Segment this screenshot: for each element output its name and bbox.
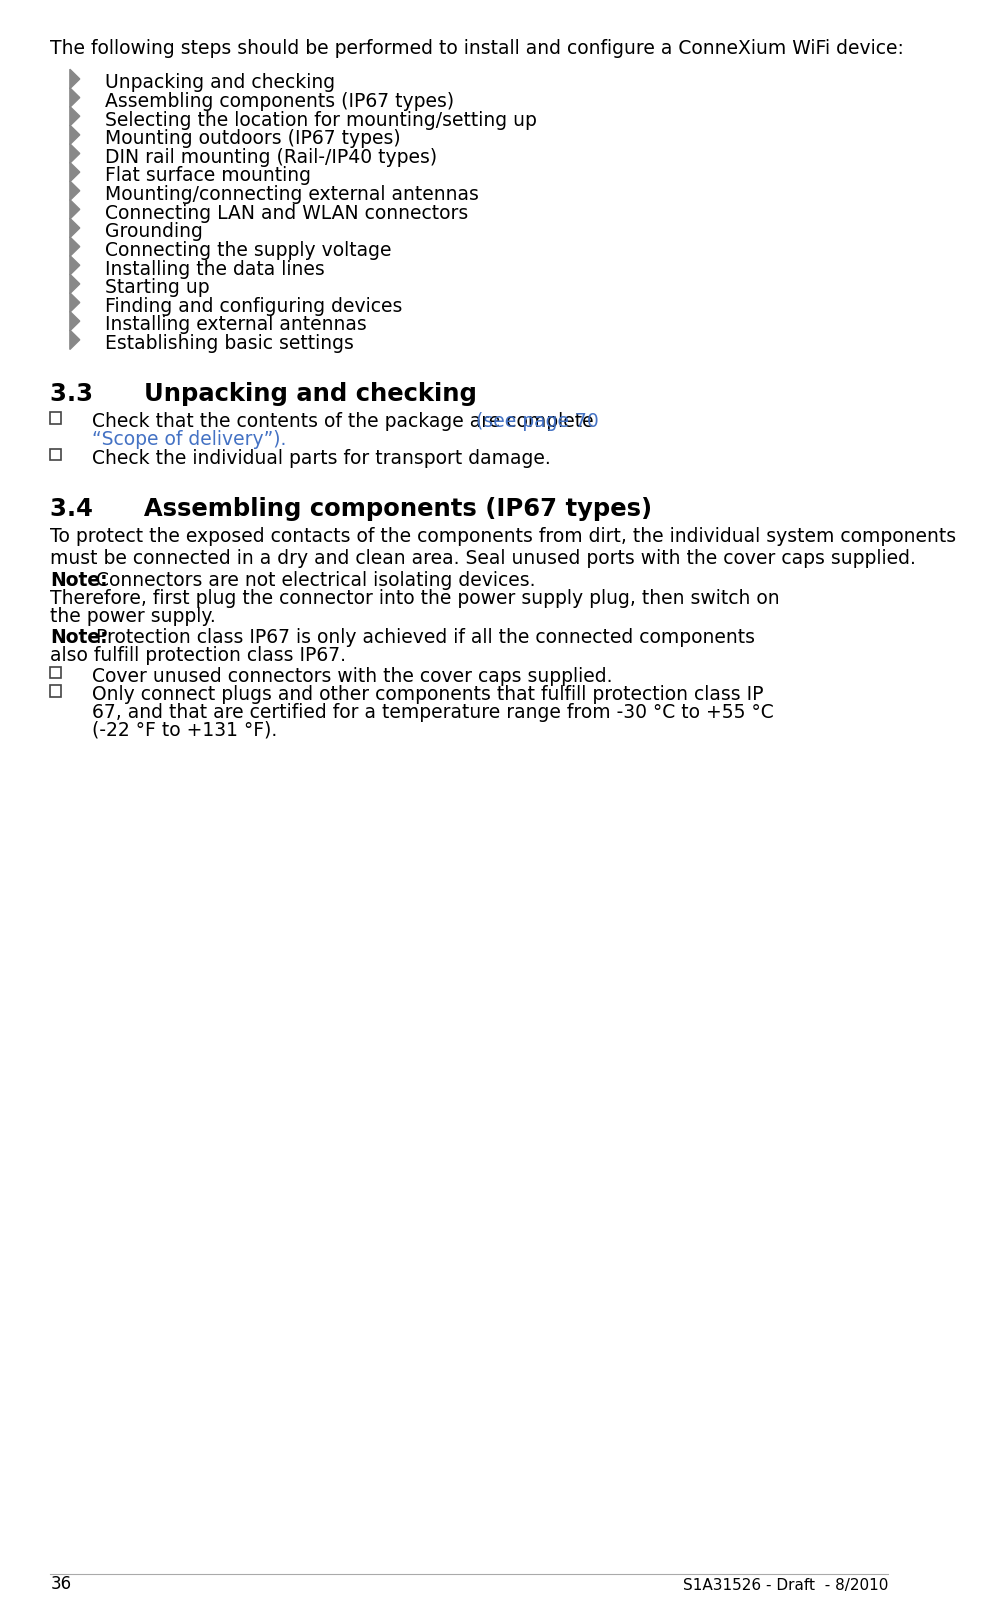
Polygon shape	[70, 236, 80, 256]
Text: 3.3      Unpacking and checking: 3.3 Unpacking and checking	[50, 382, 477, 406]
Text: (see page 70: (see page 70	[475, 413, 598, 431]
Polygon shape	[70, 144, 80, 164]
Bar	[50, 667, 61, 678]
Polygon shape	[70, 293, 80, 312]
Polygon shape	[70, 274, 80, 293]
Text: Grounding: Grounding	[105, 222, 203, 241]
Polygon shape	[70, 162, 80, 181]
Text: Installing external antennas: Installing external antennas	[105, 316, 367, 335]
Polygon shape	[70, 107, 80, 126]
Text: Check that the contents of the package are complete: Check that the contents of the package a…	[92, 413, 599, 431]
Text: Establishing basic settings: Establishing basic settings	[105, 334, 354, 353]
Text: Assembling components (IP67 types): Assembling components (IP67 types)	[105, 92, 455, 112]
Text: DIN rail mounting (Rail-/IP40 types): DIN rail mounting (Rail-/IP40 types)	[105, 147, 438, 167]
Text: 3.4      Assembling components (IP67 types): 3.4 Assembling components (IP67 types)	[50, 497, 652, 521]
Text: Selecting the location for mounting/setting up: Selecting the location for mounting/sett…	[105, 110, 537, 130]
Bar	[50, 448, 61, 460]
Text: Note:: Note:	[50, 572, 108, 591]
Text: Starting up: Starting up	[105, 278, 210, 298]
Text: Only connect plugs and other components that fulfill protection class IP: Only connect plugs and other components …	[92, 685, 763, 704]
Text: the power supply.: the power supply.	[50, 607, 216, 627]
Text: Connectors are not electrical isolating devices.: Connectors are not electrical isolating …	[90, 572, 535, 591]
Text: The following steps should be performed to install and configure a ConneXium WiF: The following steps should be performed …	[50, 39, 904, 58]
Text: Check the individual parts for transport damage.: Check the individual parts for transport…	[92, 448, 550, 468]
Text: Unpacking and checking: Unpacking and checking	[105, 73, 336, 92]
Polygon shape	[70, 330, 80, 350]
Bar	[50, 413, 61, 424]
Text: S1A31526 - Draft  - 8/2010: S1A31526 - Draft - 8/2010	[683, 1579, 889, 1593]
Text: To protect the exposed contacts of the components from dirt, the individual syst: To protect the exposed contacts of the c…	[50, 526, 956, 568]
Text: (-22 °F to +131 °F).: (-22 °F to +131 °F).	[92, 720, 277, 740]
Polygon shape	[70, 181, 80, 201]
Text: Connecting the supply voltage: Connecting the supply voltage	[105, 241, 392, 261]
Polygon shape	[70, 70, 80, 89]
Text: Mounting/connecting external antennas: Mounting/connecting external antennas	[105, 185, 479, 204]
Text: Mounting outdoors (IP67 types): Mounting outdoors (IP67 types)	[105, 130, 400, 149]
Text: Protection class IP67 is only achieved if all the connected components: Protection class IP67 is only achieved i…	[90, 628, 755, 648]
Text: Cover unused connectors with the cover caps supplied.: Cover unused connectors with the cover c…	[92, 667, 612, 685]
Polygon shape	[70, 311, 80, 330]
Text: Flat surface mounting: Flat surface mounting	[105, 167, 311, 186]
Text: Installing the data lines: Installing the data lines	[105, 259, 325, 278]
Polygon shape	[70, 219, 80, 238]
Text: Therefore, first plug the connector into the power supply plug, then switch on: Therefore, first plug the connector into…	[50, 589, 780, 609]
Text: Note:: Note:	[50, 628, 108, 648]
Text: Connecting LAN and WLAN connectors: Connecting LAN and WLAN connectors	[105, 204, 468, 223]
Bar	[50, 685, 61, 696]
Polygon shape	[70, 256, 80, 275]
Text: 36: 36	[50, 1575, 72, 1593]
Polygon shape	[70, 87, 80, 107]
Text: “Scope of delivery”).: “Scope of delivery”).	[92, 431, 286, 448]
Text: also fulfill protection class IP67.: also fulfill protection class IP67.	[50, 646, 346, 665]
Polygon shape	[70, 199, 80, 219]
Text: Finding and configuring devices: Finding and configuring devices	[105, 296, 402, 316]
Text: 67, and that are certified for a temperature range from -30 °C to +55 °C: 67, and that are certified for a tempera…	[92, 703, 773, 722]
Polygon shape	[70, 125, 80, 144]
